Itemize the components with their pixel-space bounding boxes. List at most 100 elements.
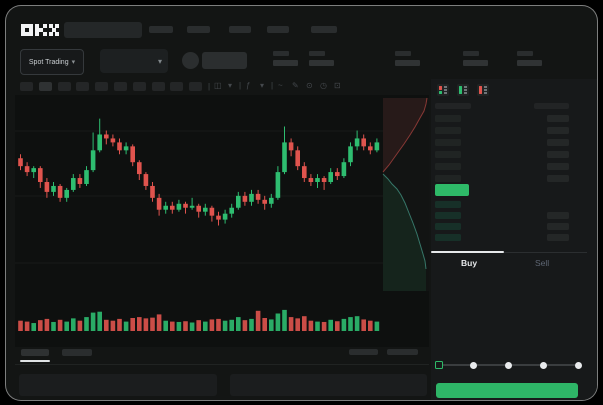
chart-footer-control[interactable] bbox=[349, 349, 378, 355]
amount-slider[interactable] bbox=[435, 361, 582, 374]
bid-amount-placeholder bbox=[547, 234, 569, 241]
slider-handle[interactable] bbox=[435, 361, 443, 369]
stat-label bbox=[309, 51, 325, 56]
camera-icon[interactable]: ⊙ bbox=[306, 81, 313, 90]
slider-stop[interactable] bbox=[540, 361, 547, 369]
fullscreen-icon[interactable]: ⊡ bbox=[334, 81, 341, 90]
volume-bar bbox=[308, 320, 314, 331]
candle-body bbox=[341, 162, 347, 177]
volume-bar bbox=[196, 320, 201, 331]
bottom-tab-active[interactable] bbox=[21, 349, 49, 356]
slider-stop[interactable] bbox=[505, 361, 512, 369]
bid-price-placeholder[interactable] bbox=[435, 201, 461, 208]
pair-icon bbox=[182, 52, 199, 69]
pair-selector[interactable]: ▾ bbox=[100, 49, 168, 73]
search-input[interactable] bbox=[64, 22, 142, 38]
candle-body bbox=[183, 203, 188, 208]
bid-price-placeholder[interactable] bbox=[435, 234, 461, 241]
icon-line bbox=[444, 86, 447, 88]
interval-button[interactable] bbox=[39, 82, 52, 91]
candle-body bbox=[31, 168, 36, 173]
draw-icon[interactable]: ✎ bbox=[292, 81, 299, 90]
candle-body bbox=[255, 193, 261, 200]
volume-bar bbox=[275, 313, 281, 331]
stat-label bbox=[395, 51, 411, 56]
bid-amount-placeholder bbox=[547, 223, 569, 230]
volume-bar bbox=[295, 318, 300, 331]
chart-type-icon[interactable]: ◫ bbox=[214, 81, 222, 90]
interval-button[interactable] bbox=[114, 82, 127, 91]
right-panel: Buy Sell bbox=[431, 79, 597, 400]
stat-value bbox=[309, 60, 334, 66]
candle-body bbox=[374, 142, 380, 151]
nav-item[interactable] bbox=[149, 26, 173, 33]
orderbook-bids-icon[interactable] bbox=[457, 84, 469, 96]
candle-body bbox=[143, 174, 149, 186]
volume-bar bbox=[269, 319, 274, 331]
bid-price-placeholder[interactable] bbox=[435, 223, 461, 230]
candle-body bbox=[203, 207, 208, 212]
candle-body bbox=[348, 146, 353, 163]
market-type-selector[interactable]: Spot Trading ▾ bbox=[20, 49, 84, 75]
candle-body bbox=[236, 195, 241, 208]
line-style-icon[interactable]: ~ bbox=[278, 81, 283, 90]
ask-price-placeholder[interactable] bbox=[435, 151, 461, 158]
ask-price-placeholder[interactable] bbox=[435, 115, 461, 122]
volume-bar bbox=[229, 319, 234, 331]
volume-bar bbox=[374, 321, 380, 331]
volume-bar bbox=[97, 311, 102, 331]
bottom-panel-right[interactable] bbox=[230, 374, 427, 396]
pair-name-placeholder[interactable] bbox=[202, 52, 247, 69]
bid-amount-placeholder bbox=[547, 212, 569, 219]
ask-price-placeholder[interactable] bbox=[435, 127, 461, 134]
nav-item[interactable] bbox=[187, 26, 210, 33]
timer-icon[interactable]: ◷ bbox=[320, 81, 327, 90]
ask-price-placeholder[interactable] bbox=[435, 139, 461, 146]
price-chart-svg bbox=[15, 97, 429, 331]
candle-body bbox=[308, 178, 314, 182]
interval-button[interactable] bbox=[152, 82, 165, 91]
interval-button[interactable] bbox=[170, 82, 183, 91]
slider-stop[interactable] bbox=[575, 361, 582, 369]
chart-footer-control[interactable] bbox=[387, 349, 418, 355]
ask-price-placeholder[interactable] bbox=[435, 163, 461, 170]
bottom-panel-left[interactable] bbox=[19, 374, 217, 396]
orderbook-both-icon[interactable] bbox=[437, 84, 449, 96]
bid-price-placeholder[interactable] bbox=[435, 212, 461, 219]
tab-sell[interactable]: Sell bbox=[535, 258, 550, 268]
candle-body bbox=[282, 142, 287, 173]
candle-body bbox=[71, 178, 76, 190]
candle-body bbox=[275, 172, 281, 198]
indicators-icon[interactable]: ƒ bbox=[246, 81, 251, 90]
nav-item[interactable] bbox=[267, 26, 289, 33]
candle-body bbox=[137, 162, 142, 175]
candle-body bbox=[321, 178, 327, 182]
interval-button[interactable] bbox=[76, 82, 89, 91]
icon-line bbox=[464, 92, 467, 94]
nav-item[interactable] bbox=[311, 26, 337, 33]
volume-bar bbox=[216, 318, 221, 331]
ask-price-placeholder[interactable] bbox=[435, 175, 461, 182]
orderbook-asks-icon[interactable] bbox=[477, 84, 489, 96]
volume-bar bbox=[71, 318, 76, 331]
icon-line bbox=[484, 86, 487, 88]
slider-stop[interactable] bbox=[470, 361, 477, 369]
interval-button[interactable] bbox=[133, 82, 146, 91]
icon-line bbox=[464, 89, 467, 91]
interval-button[interactable] bbox=[20, 82, 33, 91]
last-price-pill[interactable] bbox=[435, 184, 469, 196]
candle-body bbox=[288, 142, 294, 151]
volume-bar bbox=[123, 321, 129, 331]
chevron-down-icon[interactable]: ▾ bbox=[228, 81, 233, 90]
nav-item[interactable] bbox=[229, 26, 251, 33]
buy-submit-button[interactable] bbox=[436, 383, 578, 398]
depth-bids-fill bbox=[383, 174, 426, 291]
chevron-down-icon[interactable]: ▾ bbox=[260, 81, 265, 90]
tab-buy[interactable]: Buy bbox=[461, 258, 478, 268]
bottom-tab[interactable] bbox=[62, 349, 92, 356]
interval-button[interactable] bbox=[189, 82, 202, 91]
interval-button[interactable] bbox=[95, 82, 108, 91]
chart-area[interactable] bbox=[15, 95, 429, 347]
candle-body bbox=[18, 158, 23, 167]
interval-button[interactable] bbox=[58, 82, 71, 91]
